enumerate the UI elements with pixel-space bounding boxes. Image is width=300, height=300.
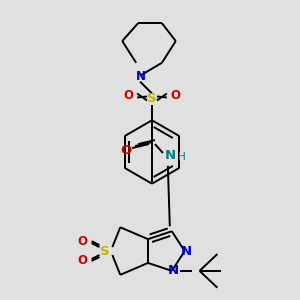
Text: N: N xyxy=(168,264,179,278)
Text: O: O xyxy=(121,143,132,157)
Text: S: S xyxy=(100,244,109,258)
Text: S: S xyxy=(147,92,157,105)
Text: N: N xyxy=(164,149,175,162)
Text: H: H xyxy=(178,152,186,162)
Text: N: N xyxy=(136,70,146,83)
Text: O: O xyxy=(123,89,133,102)
Text: O: O xyxy=(171,89,181,102)
Text: O: O xyxy=(78,235,88,248)
Text: O: O xyxy=(78,254,88,268)
Text: N: N xyxy=(181,244,192,258)
